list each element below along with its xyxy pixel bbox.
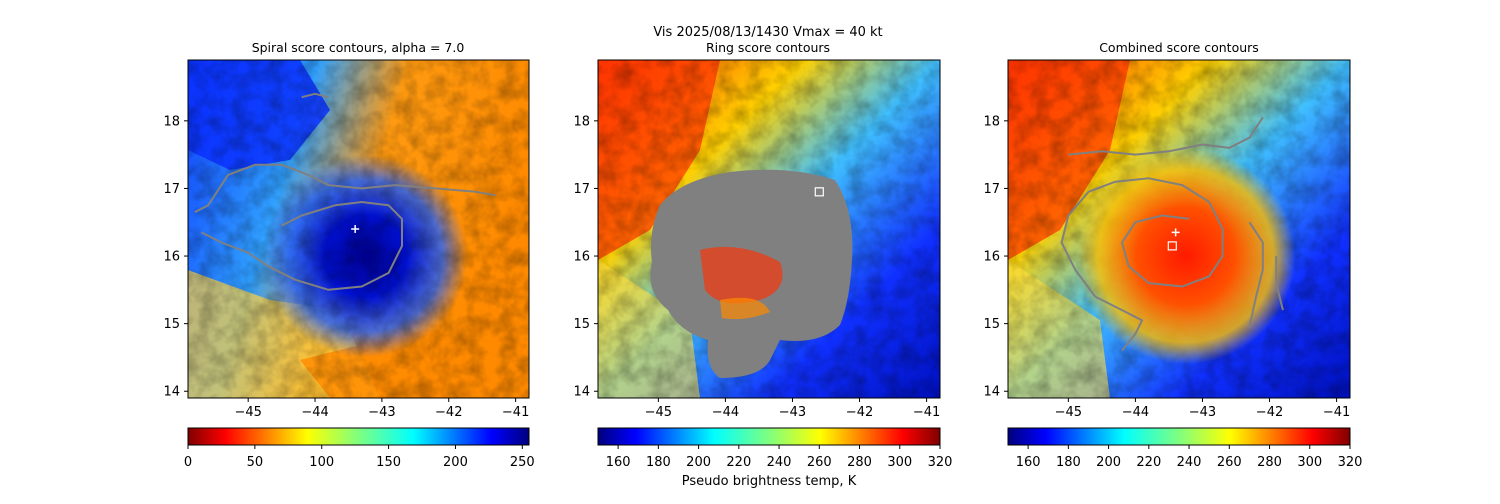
colorbar-tick-label: 280 bbox=[1257, 455, 1282, 470]
x-tick-label: −44 bbox=[712, 405, 739, 420]
contour-line bbox=[200, 201, 403, 291]
colorbar-tick-label: 150 bbox=[376, 455, 401, 470]
colorbar-label: Pseudo brightness temp, K bbox=[682, 474, 857, 489]
colorbar-tick-label: 320 bbox=[928, 455, 953, 470]
panel-title: Spiral score contours, alpha = 7.0 bbox=[252, 40, 465, 55]
y-tick-label: 18 bbox=[983, 114, 1000, 129]
colorbar-tick-label: 320 bbox=[1338, 455, 1363, 470]
x-tick-label: −43 bbox=[1189, 405, 1216, 420]
colorbar-combined: 160 180 200 220 240 260 280 300 320 bbox=[1007, 427, 1363, 470]
panel-title: Combined score contours bbox=[1099, 40, 1259, 55]
x-tick-label: −45 bbox=[645, 405, 672, 420]
colorbar-tick-label: 200 bbox=[443, 455, 468, 470]
colorbar-tick-label: 180 bbox=[646, 455, 671, 470]
contour-line bbox=[1275, 256, 1284, 311]
colorbar-gradient bbox=[597, 427, 941, 446]
y-tick-label: 14 bbox=[163, 385, 180, 400]
x-tick-label: −41 bbox=[1323, 405, 1350, 420]
colorbar-ring: 160 180 200 220 240 260 280 300 320 Pseudo brigh… bbox=[597, 427, 953, 489]
y-tick-label: 16 bbox=[163, 250, 180, 265]
colorbar-spiral: 0 50 100 150 200 250 bbox=[184, 427, 535, 470]
colorbar-tick-label: 160 bbox=[1016, 455, 1041, 470]
contour-line bbox=[1068, 116, 1264, 156]
colorbar-gradient bbox=[187, 427, 530, 446]
y-tick-label: 15 bbox=[163, 317, 180, 332]
y-tick-label: 16 bbox=[983, 250, 1000, 265]
satellite-image bbox=[1008, 60, 1350, 398]
x-tick-label: −43 bbox=[779, 405, 806, 420]
colorbar-tick-label: 220 bbox=[1136, 455, 1161, 470]
y-tick-label: 18 bbox=[573, 114, 590, 129]
y-tick-label: 14 bbox=[573, 385, 590, 400]
x-tick-label: −42 bbox=[846, 405, 873, 420]
axes-frame bbox=[187, 59, 530, 399]
x-tick-label: −45 bbox=[234, 405, 261, 420]
y-tick-label: 14 bbox=[983, 385, 1000, 400]
colorbar-tick-label: 260 bbox=[1217, 455, 1242, 470]
colorbar-tick-label: 50 bbox=[247, 455, 264, 470]
colorbar-tick-label: 180 bbox=[1056, 455, 1081, 470]
colorbar-tick-label: 100 bbox=[309, 455, 334, 470]
colorbar-tick-label: 250 bbox=[510, 455, 535, 470]
colorbar-tick-label: 280 bbox=[847, 455, 872, 470]
contour-line bbox=[1248, 221, 1264, 328]
y-tick-label: 17 bbox=[983, 182, 1000, 197]
colorbar-tick-label: 220 bbox=[726, 455, 751, 470]
colorbar-tick-label: 200 bbox=[686, 455, 711, 470]
y-tick-label: 17 bbox=[573, 182, 590, 197]
axes-frame bbox=[597, 59, 941, 399]
y-tick-label: 17 bbox=[163, 182, 180, 197]
panel-combined: Combined score contours −45 −44 −43 −42 −41 … bbox=[983, 40, 1351, 420]
panel-spiral: Spiral score contours, alpha = 7.0 −45 −4… bbox=[163, 40, 530, 420]
figure-title: Vis 2025/08/13/1430 Vmax = 40 kt bbox=[653, 25, 882, 40]
colorbar-tick-label: 240 bbox=[1177, 455, 1202, 470]
center-plus-marker bbox=[1171, 228, 1180, 237]
contour-line bbox=[194, 163, 496, 213]
panel-ring: Ring score contours −45 −44 −43 −42 −41 14 15… bbox=[573, 40, 941, 420]
y-tick-label: 16 bbox=[573, 250, 590, 265]
satellite-image bbox=[188, 60, 529, 398]
x-tick-label: −44 bbox=[1122, 405, 1149, 420]
axes-frame bbox=[1007, 59, 1351, 399]
x-tick-label: −43 bbox=[368, 405, 395, 420]
x-tick-label: −41 bbox=[913, 405, 940, 420]
panel-title: Ring score contours bbox=[706, 40, 830, 55]
y-tick-label: 18 bbox=[163, 114, 180, 129]
colorbar-tick-label: 260 bbox=[807, 455, 832, 470]
colorbar-tick-label: 200 bbox=[1096, 455, 1121, 470]
center-square-marker bbox=[1167, 241, 1177, 251]
center-square-marker bbox=[814, 187, 824, 197]
colorbar-tick-label: 240 bbox=[767, 455, 792, 470]
satellite-image bbox=[598, 60, 940, 398]
colorbar-tick-label: 300 bbox=[887, 455, 912, 470]
colorbar-tick-label: 0 bbox=[184, 455, 192, 470]
x-tick-label: −41 bbox=[502, 405, 529, 420]
colorbar-gradient bbox=[1007, 427, 1351, 446]
colorbar-tick-label: 160 bbox=[606, 455, 631, 470]
colorbar-tick-label: 300 bbox=[1297, 455, 1322, 470]
contour-line bbox=[1060, 177, 1224, 352]
y-tick-label: 15 bbox=[983, 317, 1000, 332]
x-tick-label: −44 bbox=[301, 405, 328, 420]
y-tick-label: 15 bbox=[573, 317, 590, 332]
contour-line bbox=[301, 92, 329, 99]
center-plus-marker bbox=[351, 225, 360, 233]
x-tick-label: −45 bbox=[1055, 405, 1082, 420]
x-tick-label: −42 bbox=[435, 405, 462, 420]
x-tick-label: −42 bbox=[1256, 405, 1283, 420]
